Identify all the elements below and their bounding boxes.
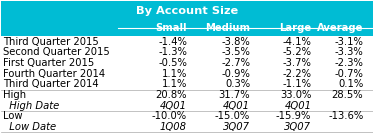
Text: 4Q01: 4Q01 — [160, 101, 187, 111]
Text: -1.3%: -1.3% — [158, 47, 187, 57]
Text: -15.9%: -15.9% — [276, 111, 312, 121]
Text: Average: Average — [317, 23, 363, 33]
Text: High: High — [3, 90, 27, 100]
Text: -1.4%: -1.4% — [158, 37, 187, 47]
Text: -3.1%: -3.1% — [334, 37, 363, 47]
Text: Second Quarter 2015: Second Quarter 2015 — [3, 47, 110, 57]
Text: -0.7%: -0.7% — [334, 69, 363, 79]
Text: 31.7%: 31.7% — [218, 90, 250, 100]
Text: -3.8%: -3.8% — [221, 37, 250, 47]
Text: First Quarter 2015: First Quarter 2015 — [3, 58, 95, 68]
Text: -2.2%: -2.2% — [282, 69, 312, 79]
Text: -1.1%: -1.1% — [282, 79, 312, 89]
Text: -0.9%: -0.9% — [221, 69, 250, 79]
Text: 28.5%: 28.5% — [332, 90, 363, 100]
Text: Fourth Quarter 2014: Fourth Quarter 2014 — [3, 69, 105, 79]
Text: Third Quarter 2015: Third Quarter 2015 — [3, 37, 99, 47]
Text: 1.1%: 1.1% — [162, 69, 187, 79]
Text: -2.7%: -2.7% — [221, 58, 250, 68]
Text: Low: Low — [3, 111, 23, 121]
Text: 3Q07: 3Q07 — [284, 122, 312, 132]
Text: -4.1%: -4.1% — [282, 37, 312, 47]
Text: -3.3%: -3.3% — [335, 47, 363, 57]
Text: -5.2%: -5.2% — [282, 47, 312, 57]
Text: 33.0%: 33.0% — [280, 90, 312, 100]
Text: Third Quarter 2014: Third Quarter 2014 — [3, 79, 99, 89]
Text: High Date: High Date — [3, 101, 59, 111]
Text: Small: Small — [156, 23, 187, 33]
Text: 20.8%: 20.8% — [156, 90, 187, 100]
Text: Low Date: Low Date — [3, 122, 56, 132]
Text: Medium: Medium — [205, 23, 250, 33]
Text: -3.7%: -3.7% — [282, 58, 312, 68]
Text: By Account Size: By Account Size — [136, 6, 238, 16]
Text: -10.0%: -10.0% — [152, 111, 187, 121]
Text: 1Q08: 1Q08 — [160, 122, 187, 132]
Text: 4Q01: 4Q01 — [223, 101, 250, 111]
Text: 3Q07: 3Q07 — [223, 122, 250, 132]
Text: -2.3%: -2.3% — [334, 58, 363, 68]
Text: 4Q01: 4Q01 — [284, 101, 312, 111]
Text: 0.1%: 0.1% — [338, 79, 363, 89]
Text: -15.0%: -15.0% — [215, 111, 250, 121]
Text: -13.6%: -13.6% — [328, 111, 363, 121]
Text: 1.1%: 1.1% — [162, 79, 187, 89]
FancyBboxPatch shape — [1, 1, 373, 36]
Text: 0.3%: 0.3% — [225, 79, 250, 89]
Text: Large: Large — [279, 23, 312, 33]
Text: -0.5%: -0.5% — [158, 58, 187, 68]
Text: -3.5%: -3.5% — [221, 47, 250, 57]
